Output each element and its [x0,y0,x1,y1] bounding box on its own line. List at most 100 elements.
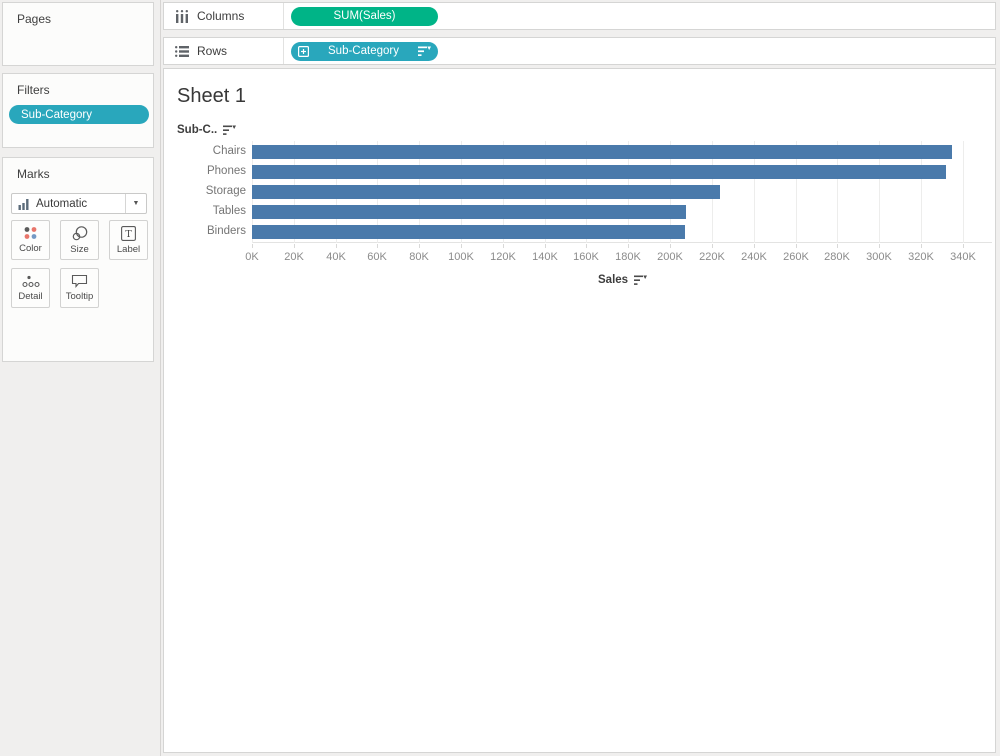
bar-chart-icon [18,198,30,210]
detail-button-label: Detail [18,290,43,302]
filter-pill-label: Sub-Category [21,108,92,121]
axis-tick-label: 260K [783,251,809,263]
bar-tables[interactable] [252,205,686,219]
row-label-phones[interactable]: Phones [206,165,246,177]
size-circles-icon [72,225,88,241]
panel-divider [160,0,161,756]
axis-tick-mark [837,244,838,248]
axis-tick-mark [628,244,629,248]
axis-tick-label: 60K [367,251,387,263]
row-field-header[interactable]: Sub-C.. [177,124,237,136]
rows-shelf-label: Rows [197,44,228,58]
axis-tick-mark [712,244,713,248]
tooltip-button-label: Tooltip [65,291,94,302]
rows-shelf-drop-area[interactable]: Sub-Category [284,38,995,64]
axis-tick-mark [754,244,755,248]
mark-type-dropdown[interactable]: Automatic ▼ [11,193,147,214]
columns-shelf-label: Columns [197,9,245,23]
axis-tick-mark [796,244,797,248]
pages-shelf[interactable]: Pages [2,2,154,66]
axis-tick-label: 200K [657,251,683,263]
columns-shelf[interactable]: Columns SUM(Sales) [163,2,996,30]
expand-plus-icon[interactable] [298,45,309,57]
axis-tick-label: 300K [866,251,892,263]
x-axis-title-label: Sales [598,274,629,286]
tooltip-bubble-icon [71,274,88,288]
rows-shelf-header: Rows [164,38,284,64]
x-axis-title[interactable]: Sales [598,274,648,286]
axis-tick-label: 80K [409,251,429,263]
detail-dots-icon [21,275,40,288]
bar-phones[interactable] [252,165,946,179]
dropdown-arrow-icon[interactable]: ▼ [125,194,146,213]
axis-tick-mark [670,244,671,248]
gridline [837,141,838,243]
axis-tick-mark [461,244,462,248]
bar-binders[interactable] [252,225,685,239]
detail-button[interactable]: Detail [11,268,50,308]
axis-tick-mark [879,244,880,248]
axis-tick-mark [586,244,587,248]
axis-tick-mark [419,244,420,248]
sort-descending-icon[interactable] [223,125,237,136]
row-label-storage[interactable]: Storage [205,185,246,197]
axis-tick-label: 20K [284,251,304,263]
axis-tick-mark [336,244,337,248]
size-button-label: Size [70,243,89,255]
row-label-binders[interactable]: Binders [207,225,246,237]
gridline [754,141,755,243]
color-button[interactable]: Color [11,220,50,260]
gridline [796,141,797,243]
axis-tick-mark [503,244,504,248]
mark-type-value: Automatic [36,197,88,210]
marks-title: Marks [17,167,50,181]
size-button[interactable]: Size [60,220,99,260]
axis-tick-mark [294,244,295,248]
sort-descending-icon[interactable] [634,275,648,286]
pill-sub-category-label: Sub-Category [328,45,399,57]
axis-tick-label: 0K [245,251,259,263]
filters-title: Filters [17,83,50,97]
rows-icon [175,45,189,58]
gridline [921,141,922,243]
pill-sub-category[interactable]: Sub-Category [291,41,438,61]
axis-tick-label: 320K [908,251,934,263]
sort-descending-icon[interactable] [418,46,431,57]
columns-shelf-drop-area[interactable]: SUM(Sales) [284,3,995,29]
axis-tick-mark [252,244,253,248]
axis-tick-mark [963,244,964,248]
axis-tick-label: 220K [699,251,725,263]
row-label-tables[interactable]: Tables [212,205,246,217]
rows-shelf[interactable]: Rows Sub-Category [163,37,996,65]
gridline [879,141,880,243]
svg-text:T: T [125,229,132,240]
axis-tick-label: 340K [950,251,976,263]
sheet-title: Sheet 1 [177,85,246,107]
row-label-chairs[interactable]: Chairs [212,145,246,157]
axis-tick-mark [545,244,546,248]
bar-chairs[interactable] [252,145,952,159]
worksheet-view: Sheet 1 Sub-C.. Sales 0K 20K 40K 60K 80K 100K… [163,68,996,753]
color-dots-icon [23,226,38,240]
bar-storage[interactable] [252,185,720,199]
label-button[interactable]: T Label [109,220,148,260]
filter-pill-sub-category[interactable]: Sub-Category [9,105,149,124]
marks-card: Marks Automatic ▼ Color Size T Label Det… [2,157,154,362]
axis-tick-label: 40K [326,251,346,263]
filters-shelf[interactable]: Filters Sub-Category [2,73,154,148]
axis-tick-label: 100K [448,251,474,263]
axis-tick-label: 140K [532,251,558,263]
axis-tick-label: 240K [741,251,767,263]
plot-area [252,141,992,243]
axis-tick-label: 160K [573,251,599,263]
tooltip-button[interactable]: Tooltip [60,268,99,308]
gridline [963,141,964,243]
columns-icon [175,9,189,23]
axis-tick-mark [921,244,922,248]
pages-title: Pages [17,12,52,26]
axis-tick-mark [377,244,378,248]
axis-tick-label: 180K [615,251,641,263]
label-t-icon: T [121,225,136,241]
pill-sum-sales[interactable]: SUM(Sales) [291,6,438,26]
axis-tick-label: 120K [490,251,516,263]
